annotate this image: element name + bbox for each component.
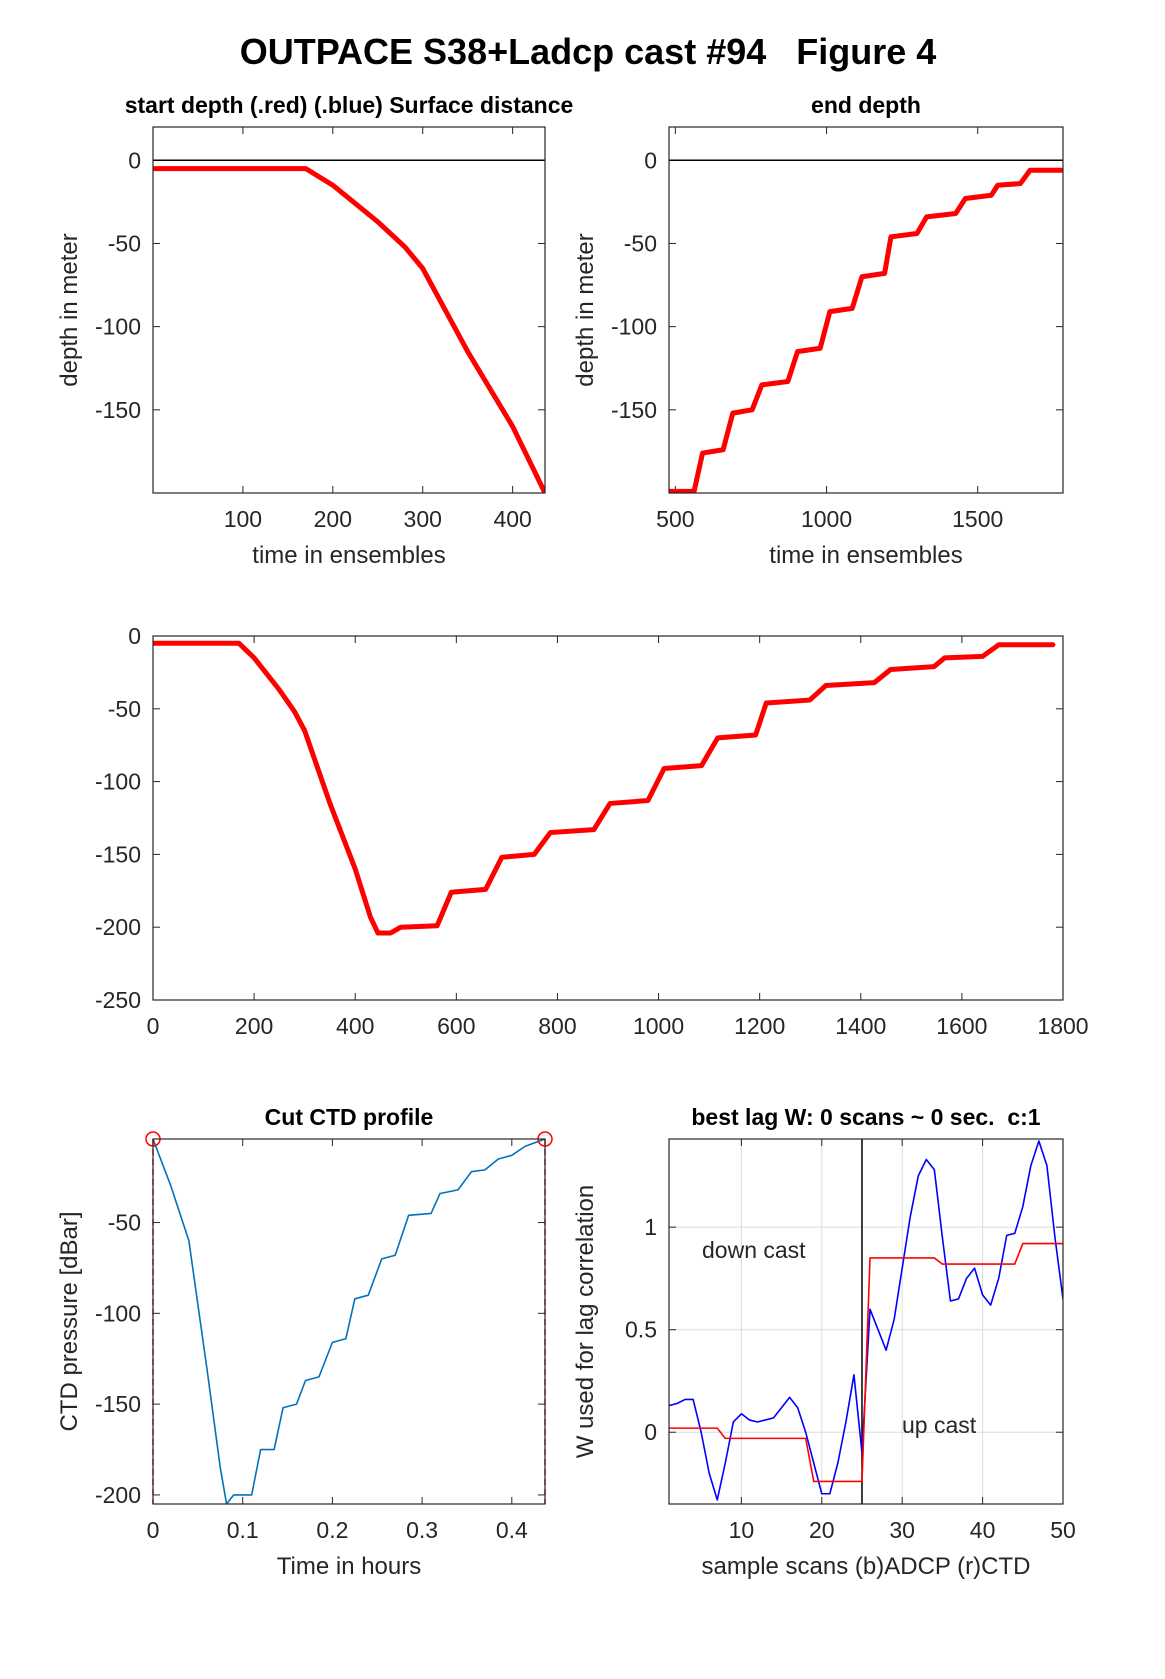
y-tick-label: -100 (95, 314, 141, 340)
x-axis-label: time in ensembles (252, 542, 445, 569)
y-tick-label: -100 (95, 769, 141, 795)
x-tick-label: 0.3 (406, 1517, 438, 1543)
plot-area (153, 640, 1056, 936)
plot-area (153, 159, 545, 493)
figure-title: OUTPACE S38+Ladcp cast #94 Figure 4 (240, 31, 937, 72)
axes-frame (152, 1138, 546, 1505)
data-line (153, 166, 545, 493)
x-tick-label: 1000 (801, 506, 852, 532)
x-tick-label: 0.1 (227, 1517, 259, 1543)
y-axis-label: depth in meter (572, 233, 599, 386)
y-tick-label: 1 (644, 1214, 657, 1240)
y-tick-label: -250 (95, 987, 141, 1013)
x-tick-label: 600 (437, 1013, 475, 1039)
y-axis-label: CTD pressure [dBar] (56, 1211, 83, 1431)
y-tick-label: -200 (95, 914, 141, 940)
x-tick-label: 400 (336, 1013, 374, 1039)
axes: 100 200 300 400 -150 -100 -50 0 start depth (.re… (56, 92, 573, 569)
x-tick-label: 20 (809, 1517, 835, 1543)
x-tick-label: 200 (235, 1013, 273, 1039)
x-tick-label: 0.4 (496, 1517, 528, 1543)
plot-area (153, 1139, 545, 1504)
axes: 0 200 400 600 800 1000 1200 1400 1600 1800 -250 -20… (95, 623, 1089, 1039)
axes-frame (152, 126, 546, 494)
x-tick-label: 40 (970, 1517, 996, 1543)
y-tick-label: -150 (95, 1391, 141, 1417)
x-tick-label: 1000 (633, 1013, 684, 1039)
annotation: up cast (902, 1412, 977, 1438)
x-tick-label: 30 (889, 1517, 915, 1543)
axes-title: best lag W: 0 scans ~ 0 sec. c:1 (691, 1104, 1040, 1130)
y-axis-label: W used for lag correlation (572, 1185, 599, 1458)
y-tick-label: -50 (108, 696, 141, 722)
annotation: down cast (702, 1237, 806, 1263)
x-tick-label: 1800 (1037, 1013, 1088, 1039)
axes: 0 0.1 0.2 0.3 0.4 -200 -150 -100 -50 Cut CTD prof… (56, 1104, 553, 1580)
axes-frame (152, 635, 1064, 1001)
plot-area (669, 1139, 1063, 1504)
y-tick-label: 0 (644, 1419, 657, 1445)
y-tick-label: 0 (128, 623, 141, 649)
x-tick-label: 10 (729, 1517, 755, 1543)
x-axis-label: time in ensembles (769, 542, 962, 569)
axes-background (153, 636, 1063, 1000)
x-tick-label: 0 (147, 1013, 160, 1039)
plot-area (669, 159, 1063, 493)
data-line (153, 1139, 545, 1504)
x-tick-label: 300 (404, 506, 442, 532)
y-tick-label: -200 (95, 1482, 141, 1508)
y-tick-label: -50 (624, 230, 657, 256)
y-tick-label: -150 (95, 841, 141, 867)
x-axis-label: Time in hours (277, 1553, 422, 1580)
x-tick-label: 1600 (936, 1013, 987, 1039)
y-tick-label: 0.5 (625, 1317, 657, 1343)
y-tick-label: -100 (611, 314, 657, 340)
y-tick-label: -150 (611, 397, 657, 423)
axes-title: start depth (.red) (.blue) Surface dista… (125, 92, 574, 118)
axes-frame (668, 1138, 1064, 1505)
x-tick-label: 100 (224, 506, 262, 532)
axes-background (669, 1139, 1063, 1504)
x-tick-label: 400 (493, 506, 531, 532)
data-line (669, 1242, 1063, 1483)
data-line (669, 167, 1063, 493)
x-tick-label: 1500 (952, 506, 1003, 532)
axes-background (153, 127, 545, 493)
axes: 500 1000 1500 -150 -100 -50 0 end depth time in … (572, 92, 1064, 569)
x-tick-label: 0.2 (316, 1517, 348, 1543)
y-axis-label: depth in meter (56, 233, 83, 386)
y-tick-label: -100 (95, 1300, 141, 1326)
axes-title: end depth (811, 92, 921, 118)
y-tick-label: -50 (108, 1210, 141, 1236)
x-tick-label: 0 (147, 1517, 160, 1543)
data-line (153, 640, 1056, 936)
y-tick-label: 0 (128, 147, 141, 173)
y-tick-label: -50 (108, 230, 141, 256)
axes-frame (668, 126, 1064, 494)
axes: 10 20 30 40 50 0 0.5 1 down cast up cast best lag … (572, 1104, 1076, 1580)
x-tick-label: 800 (538, 1013, 576, 1039)
x-tick-label: 1200 (734, 1013, 785, 1039)
axes-title: Cut CTD profile (265, 1104, 434, 1130)
x-tick-label: 1400 (835, 1013, 886, 1039)
x-axis-label: sample scans (b)ADCP (r)CTD (702, 1553, 1031, 1580)
y-tick-label: -150 (95, 397, 141, 423)
x-tick-label: 50 (1050, 1517, 1076, 1543)
x-tick-label: 200 (314, 506, 352, 532)
y-tick-label: 0 (644, 147, 657, 173)
x-tick-label: 500 (656, 506, 694, 532)
